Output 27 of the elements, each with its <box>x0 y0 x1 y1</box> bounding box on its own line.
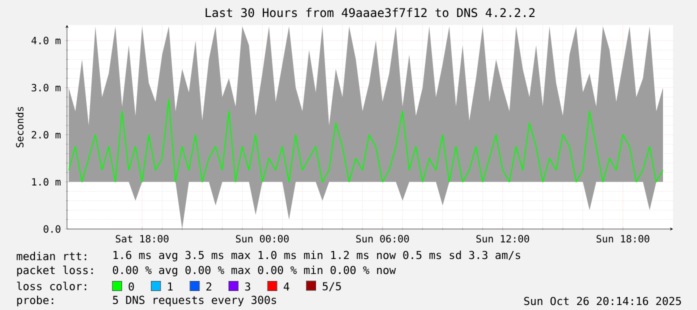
y-tick-label: 2.0 m <box>32 130 61 139</box>
y-tick-label: 3.0 m <box>32 84 61 92</box>
legend-label: 3 <box>245 282 250 291</box>
text: 5 DNS requests every 300s <box>112 296 276 306</box>
legend-label: 4 <box>284 282 290 290</box>
legend-label: 2 <box>206 282 212 290</box>
x-tick-label: Sun 00:00 <box>236 234 289 243</box>
x-tick-label: Sun 18:00 <box>596 234 650 243</box>
y-tick-label: 0.0 <box>44 225 60 233</box>
y-axis-title: Seconds <box>16 106 24 148</box>
x-tick-label: Sun 12:00 <box>476 234 530 243</box>
legend-label: 5/5 <box>322 282 341 292</box>
text: 0.00 % avg 0.00 % max 0.00 % min 0.00 % now <box>112 266 396 276</box>
x-tick-label: Sun 06:00 <box>356 234 409 243</box>
x-tick-label: Sat 18:00 <box>116 234 168 243</box>
legend-title: loss color: <box>17 282 86 290</box>
text: median rtt: <box>16 252 86 260</box>
y-tick-label: 1.0 m <box>32 178 61 186</box>
text: probe: <box>17 296 54 306</box>
text: 1.6 ms avg 3.5 ms max 1.0 ms min 1.2 ms now 0.5 ms sd 3.3 am/s <box>114 250 520 262</box>
legend-label: 0 <box>128 282 134 291</box>
line-series <box>68 98 664 182</box>
y-tick-label: 4.0 m <box>32 36 61 44</box>
legend-label: 1 <box>168 282 173 290</box>
text: packet loss: <box>17 266 93 276</box>
chart-title: Last 30 Hours from 49aaae3f7f12 to DNS 4.2.2.2 <box>206 8 535 18</box>
text: Sun Oct 26 20:14:16 2025 <box>524 296 681 306</box>
